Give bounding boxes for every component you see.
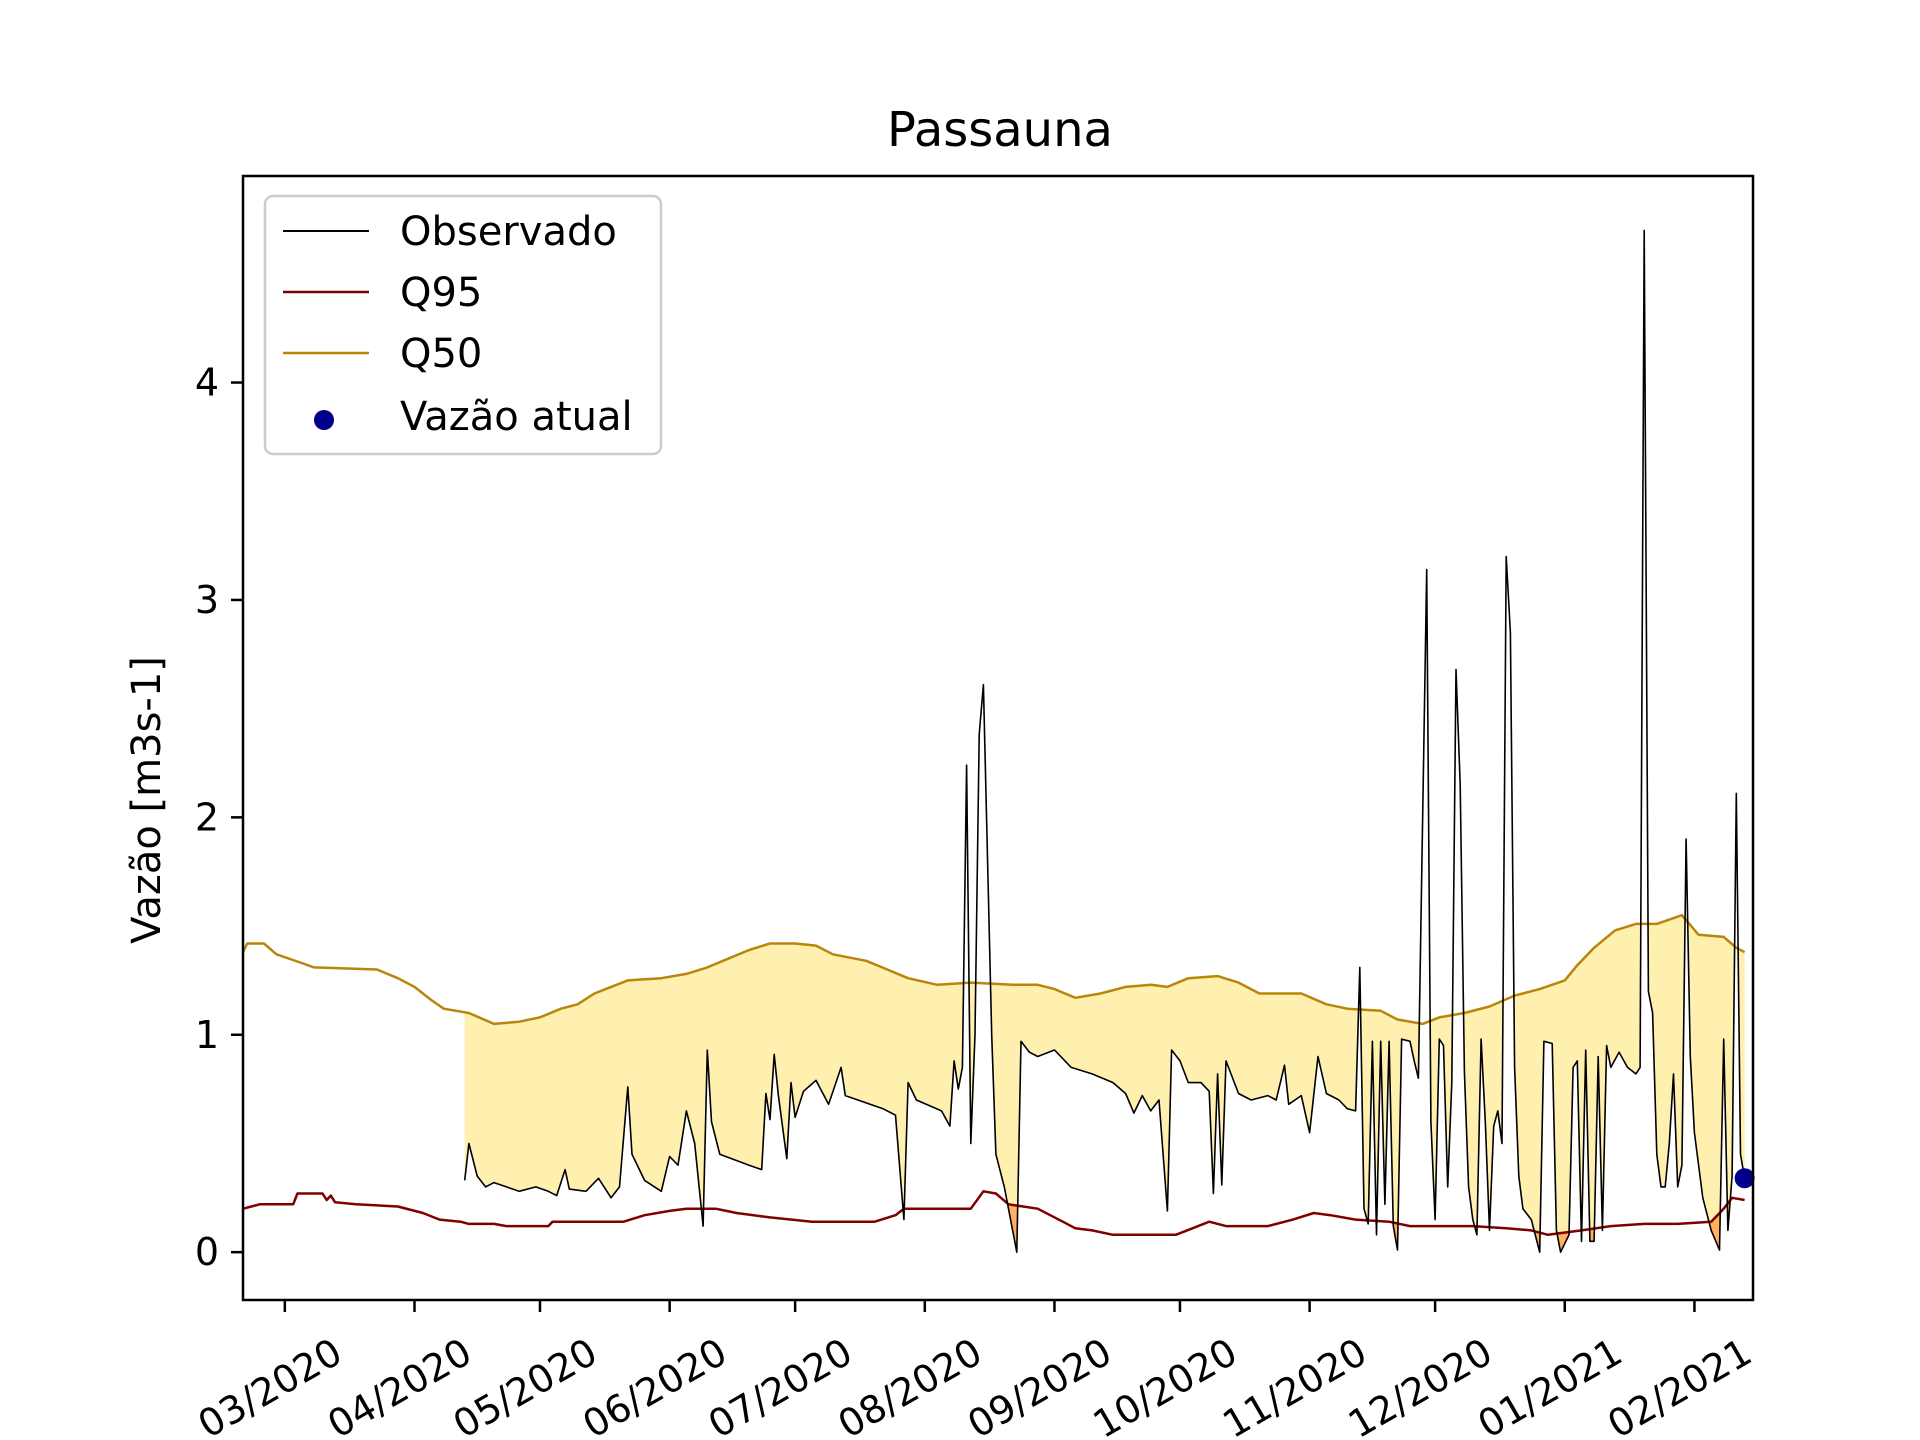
- y-tick-label: 1: [195, 1013, 219, 1057]
- chart-title: Passauna: [887, 102, 1113, 158]
- legend-label-q50: Q50: [400, 331, 482, 377]
- legend: Observado Q95 Q50 Vazão atual: [263, 194, 663, 456]
- legend-label-q95: Q95: [400, 270, 482, 316]
- y-axis-ticks: 0 1 2 3 4: [195, 361, 243, 1274]
- fill-below-q50: [464, 230, 1745, 1253]
- series-line-layer: [243, 229, 1746, 1253]
- plot-frame: [241, 174, 1755, 1302]
- y-tick-label: 0: [195, 1230, 219, 1274]
- fill-area-layer: [464, 230, 1745, 1253]
- y-tick-label: 2: [195, 795, 219, 839]
- y-tick-label: 4: [195, 361, 219, 405]
- observado-line: [463, 229, 1746, 1253]
- vazao-atual-point: [1734, 1168, 1755, 1189]
- y-tick-label: 3: [195, 578, 219, 622]
- y-axis-label: Vazão [m3s-1]: [124, 656, 170, 944]
- q50-line: [243, 913, 1746, 1026]
- scatter-point-layer: [1734, 1168, 1755, 1189]
- legend-swatch-vazao-atual: [314, 410, 334, 430]
- legend-label-vazao-atual: Vazão atual: [400, 394, 633, 440]
- legend-label-observado: Observado: [400, 209, 617, 255]
- legend-box: [263, 194, 663, 456]
- q95-line: [243, 1190, 1745, 1237]
